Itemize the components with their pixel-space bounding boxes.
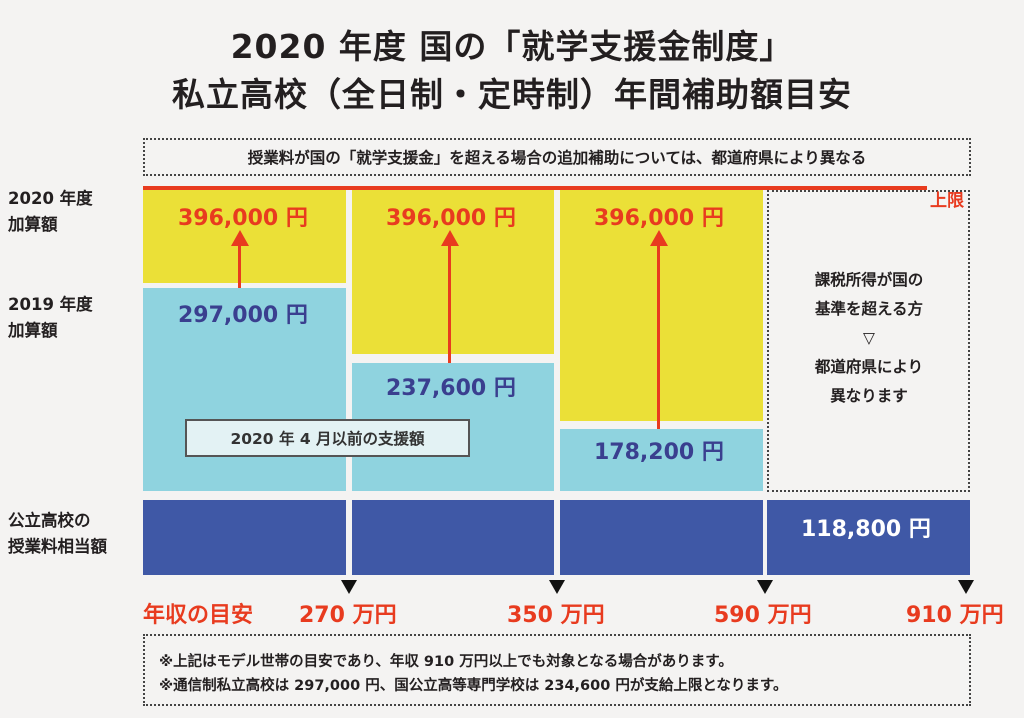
col2-2020-block	[352, 190, 554, 354]
income-threshold-910: 910 万円	[906, 603, 1004, 628]
income-threshold-590: 590 万円	[714, 603, 812, 628]
down-triangle-icon: ▽	[863, 329, 875, 347]
income-threshold-270: 270 万円	[299, 603, 397, 628]
col3-2020-amount: 396,000 円	[594, 206, 724, 231]
col1-2020-amount: 396,000 円	[178, 206, 308, 231]
over-limit-line-2: 基準を超える方	[814, 300, 924, 318]
title-line-2: 私立高校（全日制・定時制）年間補助額目安	[172, 75, 852, 114]
upper-limit-label: 上限	[930, 191, 964, 211]
label-2020-addition-line2: 加算額	[8, 215, 58, 234]
footnote-1: ※上記はモデル世帯の目安であり、年収 910 万円以上でも対象となる場合がありま…	[159, 654, 733, 670]
col1-public-block	[143, 500, 346, 575]
over-limit-text: 課税所得が国の 基準を超える方 ▽ 都道府県により 異なります	[768, 266, 970, 411]
col3-up-arrow-head	[650, 230, 668, 246]
over-limit-line-1: 課税所得が国の	[814, 271, 924, 289]
footnotes-box: ※上記はモデル世帯の目安であり、年収 910 万円以上でも対象となる場合がありま…	[143, 634, 971, 706]
col1-up-arrow-shaft	[238, 244, 241, 288]
footnote-2: ※通信制私立高校は 297,000 円、国公立高等専門学校は 234,600 円…	[159, 678, 788, 694]
col2-public-block	[352, 500, 554, 575]
col3-up-arrow-shaft	[657, 244, 660, 429]
before-april-2020-label: 2020 年 4 月以前の支援額	[185, 419, 470, 457]
over-limit-line-4: 異なります	[830, 387, 908, 405]
col2-up-arrow-shaft	[448, 244, 451, 363]
label-public-equivalent: 公立高校の 授業料相当額	[8, 508, 107, 560]
col3-2019-amount: 178,200 円	[594, 440, 724, 465]
label-2019-addition-line1: 2019 年度	[8, 295, 93, 314]
threshold-marker-270-icon	[341, 580, 357, 594]
label-public-equivalent-line1: 公立高校の	[8, 511, 91, 530]
col2-2019-amount: 237,600 円	[386, 376, 516, 401]
label-2020-addition: 2020 年度 加算額	[8, 186, 93, 238]
col1-up-arrow-head	[231, 230, 249, 246]
col4-public-block	[767, 500, 970, 575]
over-limit-line-3: 都道府県により	[814, 358, 924, 376]
col4-over-limit-box	[767, 190, 970, 492]
upper-limit-line	[143, 186, 927, 190]
label-2019-addition: 2019 年度 加算額	[8, 292, 93, 344]
threshold-marker-910-icon	[958, 580, 974, 594]
col1-2019-block	[143, 288, 346, 491]
threshold-marker-590-icon	[757, 580, 773, 594]
col3-2020-block	[560, 190, 763, 421]
col3-2019-block	[560, 429, 763, 491]
public-amount: 118,800 円	[801, 517, 931, 542]
income-threshold-350: 350 万円	[507, 603, 605, 628]
col1-2019-amount: 297,000 円	[178, 303, 308, 328]
col2-2020-amount: 396,000 円	[386, 206, 516, 231]
income-label: 年収の目安	[143, 603, 254, 628]
label-2020-addition-line1: 2020 年度	[8, 189, 93, 208]
threshold-marker-350-icon	[549, 580, 565, 594]
col2-up-arrow-head	[441, 230, 459, 246]
top-note: 授業料が国の「就学支援金」を超える場合の追加補助については、都道府県により異なる	[143, 138, 971, 176]
col3-public-block	[560, 500, 763, 575]
title-line-1: 2020 年度 国の「就学支援金制度」	[230, 27, 794, 66]
label-public-equivalent-line2: 授業料相当額	[8, 537, 107, 556]
label-2019-addition-line2: 加算額	[8, 321, 58, 340]
